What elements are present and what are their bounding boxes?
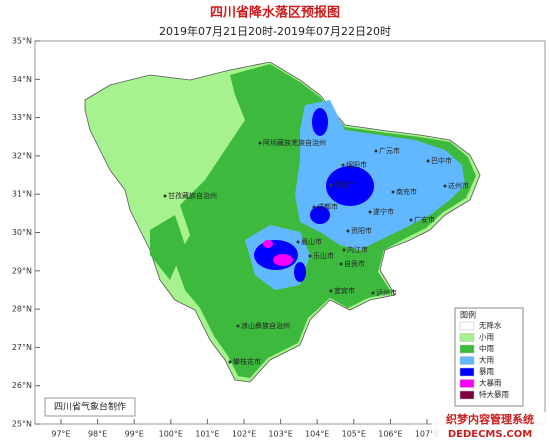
rain-storm (254, 240, 298, 270)
subtitle: 2019年07月21日20时-2019年07月22日20时 (159, 24, 391, 38)
place-label: 凉山彝族自治州 (241, 321, 290, 330)
lat-label: 35°N (12, 37, 32, 46)
rain-heavy-storm (263, 240, 273, 248)
lat-label: 31°N (12, 190, 32, 199)
rain-heavy (295, 100, 465, 250)
lon-label: 102°E (232, 430, 256, 439)
lon-label: 107°E (415, 430, 439, 439)
legend-label: 中雨 (479, 343, 494, 353)
place-dot (374, 149, 378, 153)
place-label: 广元市 (379, 146, 400, 155)
watermark: DEDECMS.COM (448, 429, 532, 440)
place-label: 泸州市 (376, 288, 397, 297)
place-dot (426, 159, 430, 163)
lon-label: 99°E (125, 430, 144, 439)
place-label: 眉山市 (301, 237, 322, 246)
place-label: 德阳市 (334, 180, 355, 189)
rain-heavy-storm (273, 254, 293, 266)
place-dot (368, 210, 372, 214)
legend-label: 无降水 (479, 320, 502, 330)
place-dot (339, 262, 343, 266)
place-dot (346, 229, 350, 233)
legend-title: 图例 (460, 310, 476, 320)
rain-storm (294, 262, 306, 282)
lon-label: 97°E (51, 430, 70, 439)
place-label: 阿坝藏族羌族自治州 (263, 138, 326, 147)
place-label: 资阳市 (351, 226, 372, 235)
credit: 四川省气象台制作 (54, 401, 126, 413)
lon-label: 100°E (159, 430, 183, 439)
legend-swatch (459, 333, 475, 342)
watermark: 织梦内容管理系统 (446, 412, 534, 426)
place-dot (391, 190, 395, 194)
lat-label: 34°N (12, 75, 32, 84)
place-dot (329, 289, 333, 293)
place-label: 攀枝花市 (233, 357, 261, 366)
lat-label: 29°N (12, 266, 32, 275)
legend-label: 大暴雨 (479, 378, 502, 388)
lon-label: 104°E (305, 430, 329, 439)
rain-storm (326, 166, 374, 206)
rain-storm (312, 108, 328, 136)
lat-label: 25°N (12, 420, 32, 429)
lon-label: 105°E (342, 430, 366, 439)
place-dot (371, 291, 375, 295)
place-dot (163, 194, 167, 198)
legend-label: 暴雨 (479, 367, 494, 376)
rain-storm (310, 206, 330, 224)
place-dot (308, 254, 312, 258)
lat-label: 30°N (12, 228, 32, 237)
place-dot (443, 184, 447, 188)
lat-label: 32°N (12, 151, 32, 160)
lat-label: 27°N (12, 343, 32, 352)
title: 四川省降水落区预报图 (210, 5, 340, 21)
place-label: 遂宁市 (373, 207, 394, 216)
lat-label: 26°N (12, 381, 32, 390)
place-dot (296, 240, 300, 244)
watermark-bg (432, 412, 548, 442)
lat-label: 33°N (12, 113, 32, 122)
place-label: 达州市 (448, 181, 469, 190)
place-label: 广安市 (414, 215, 435, 224)
legend-swatch (459, 379, 475, 388)
place-label: 绵阳市 (346, 160, 367, 169)
legend-swatch (459, 390, 475, 400)
place-label: 成都市 (317, 202, 338, 211)
rain-moderate (150, 215, 185, 280)
place-dot (236, 324, 240, 328)
place-dot (312, 205, 316, 209)
legend-swatch (459, 367, 475, 377)
legend-swatch (459, 356, 475, 365)
place-label: 乐山市 (313, 251, 334, 260)
place-dot (329, 183, 333, 187)
place-dot (341, 163, 345, 167)
legend-label: 特大暴雨 (479, 389, 509, 399)
place-label: 甘孜藏族自治州 (168, 191, 217, 200)
place-label: 内江市 (347, 245, 368, 254)
credit-box (44, 397, 136, 417)
legend-swatch (459, 344, 475, 354)
place-dot (342, 248, 346, 252)
lon-label: 101°E (195, 430, 219, 439)
place-label: 自贡市 (344, 259, 365, 268)
lon-label: 103°E (268, 430, 292, 439)
legend-swatch (459, 321, 475, 331)
lon-label: 98°E (88, 430, 107, 439)
lat-label: 28°N (12, 305, 32, 314)
place-label: 宜宾市 (334, 286, 355, 295)
place-dot (258, 141, 262, 145)
lon-label: 106°E (378, 430, 402, 439)
place-label: 巴中市 (431, 156, 452, 165)
legend-label: 大雨 (479, 355, 494, 365)
place-label: 南充市 (396, 187, 417, 196)
place-dot (409, 218, 413, 222)
place-dot (228, 360, 232, 364)
legend-label: 小雨 (479, 333, 494, 342)
